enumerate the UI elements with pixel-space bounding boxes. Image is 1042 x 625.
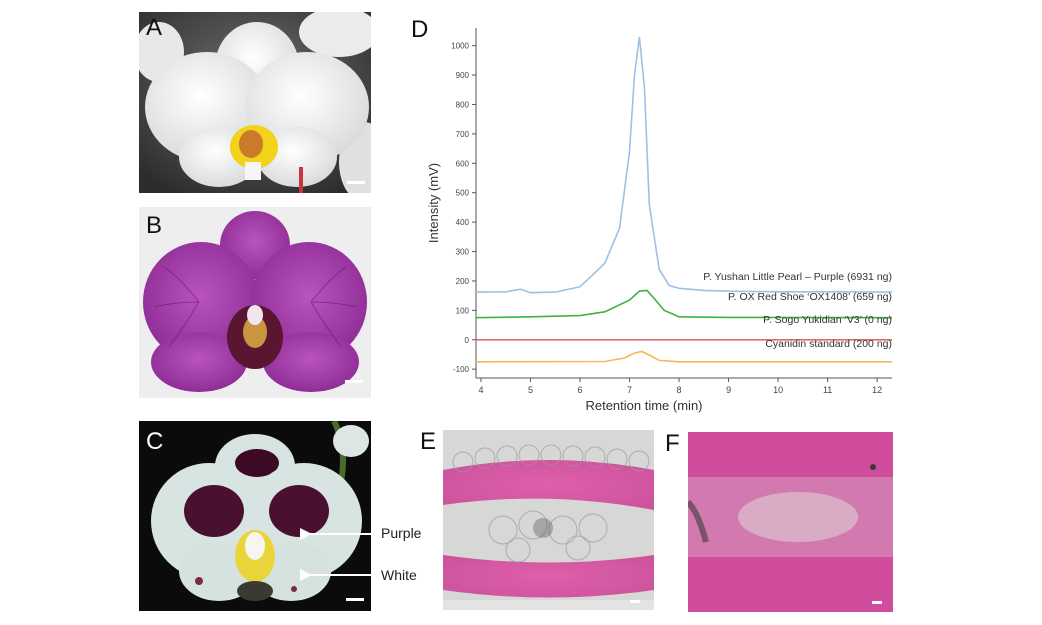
x-tick-label: 4: [478, 385, 483, 395]
panel-a-scale-bar: [347, 181, 365, 184]
panel-c-arrows: [300, 526, 372, 583]
hplc-chart: -100 0 100 200 300 400 500 600 700 800 900 1000 4 5 6 7…: [426, 28, 893, 413]
x-axis-label: Retention time (min): [585, 398, 702, 413]
annotation-purple: Purple: [381, 525, 422, 541]
y-axis-label: Intensity (mV): [426, 163, 441, 243]
y-tick-label: 500: [456, 189, 470, 198]
panel-f-photo: [688, 432, 893, 612]
panel-f-label: F: [665, 430, 680, 457]
panel-f-scale-bar: [872, 601, 882, 604]
x-tick-label: 12: [872, 385, 882, 395]
y-tick-label: 400: [456, 218, 470, 227]
panel-e-label: E: [420, 428, 437, 455]
panel-c-scale-bar: [346, 598, 364, 601]
y-tick-label: -100: [453, 365, 470, 374]
series-line-2: [475, 289, 893, 319]
panel-e-photo: [443, 430, 654, 610]
panel-c-label: C: [146, 428, 164, 455]
y-tick-label: 300: [456, 248, 470, 257]
panel-d-label: D: [411, 16, 429, 43]
y-tick-label: 200: [456, 277, 470, 286]
x-tick-label: 7: [627, 385, 632, 395]
panel-b-label: B: [146, 212, 163, 239]
series-label-3: P. Sogo Yukidian ‘V3’ (0 ng): [763, 314, 892, 326]
x-tick-label: 6: [577, 385, 582, 395]
y-tick-label: 0: [465, 336, 470, 345]
panel-a-photo: [139, 12, 371, 193]
annotation-white: White: [381, 567, 417, 583]
x-tick-label: 10: [773, 385, 783, 395]
panel-b-scale-bar: [345, 380, 363, 383]
series-line-4: [475, 350, 892, 363]
series-label-1: P. Yushan Little Pearl – Purple (6931 ng…: [703, 271, 892, 283]
x-tick-label: 9: [726, 385, 731, 395]
y-tick-label: 600: [456, 159, 470, 168]
y-tick-label: 900: [456, 71, 470, 80]
y-tick-label: 100: [456, 306, 470, 315]
x-tick-label: 8: [677, 385, 682, 395]
panel-c-photo: [139, 421, 371, 611]
y-tick-label: 1000: [451, 42, 469, 51]
y-tick-label: 700: [456, 130, 470, 139]
x-tick-label: 11: [823, 385, 832, 395]
y-tick-label: 800: [456, 100, 470, 109]
series-line-1: [475, 36, 893, 294]
panel-b-photo: [139, 207, 371, 398]
x-tick-label: 5: [528, 385, 533, 395]
panel-a-label: A: [146, 14, 163, 41]
panel-e-scale-bar: [630, 600, 640, 603]
series-label-2: P. OX Red Shoe ‘OX1408’ (659 ng): [728, 291, 892, 303]
series-label-4: Cyanidin standard (200 ng): [765, 338, 892, 350]
